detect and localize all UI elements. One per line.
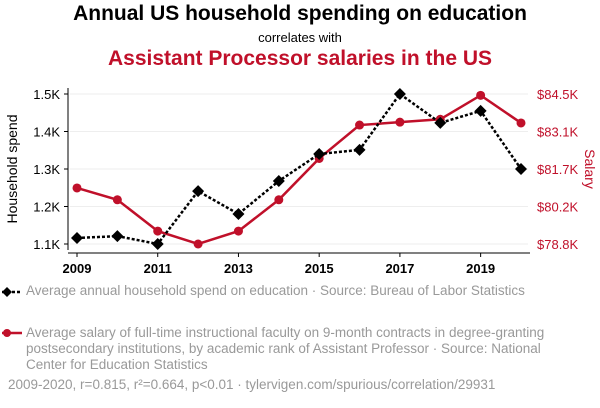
- chart-subtitle: correlates with: [258, 30, 342, 45]
- spend-point: [434, 116, 447, 129]
- y-tick-label: 1.2K: [33, 200, 60, 215]
- salary-line: [76, 93, 522, 246]
- x-tick-label: 2009: [63, 261, 92, 276]
- y2-axis-label: Salary: [582, 149, 598, 189]
- y-axis-label: Household spend: [4, 115, 20, 224]
- spend-line: [76, 92, 523, 246]
- spend-point: [313, 148, 326, 160]
- y2-tick-label: $83.1K: [537, 125, 579, 140]
- chart-title-2: Assistant Processor salaries in the US: [108, 47, 492, 70]
- y2-tick-label: $84.5K: [537, 87, 579, 102]
- x-tick-label: 2011: [144, 261, 172, 276]
- x-tick-label: 2013: [224, 261, 253, 276]
- y-tick-label: 1.4K: [33, 125, 60, 140]
- salary-point: [476, 90, 486, 100]
- x-tick-label: 2017: [385, 261, 414, 276]
- spend-point: [192, 185, 205, 198]
- legend-series-1: Average annual household spend on educat…: [26, 283, 525, 298]
- salary-point: [153, 226, 163, 236]
- legend-marker-1: [2, 287, 12, 297]
- chart-title: Annual US household spending on educatio…: [73, 2, 527, 25]
- y2-tick-label: $80.2K: [537, 200, 579, 215]
- spend-point: [111, 230, 124, 243]
- salary-point: [193, 239, 203, 249]
- y-tick-label: 1.1K: [33, 237, 60, 252]
- spend-point: [353, 143, 366, 156]
- y-tick-label: 1.5K: [33, 87, 60, 102]
- spend-point: [474, 104, 487, 117]
- legend-marker-2: [3, 329, 11, 337]
- spend-point: [515, 163, 527, 175]
- spend-point: [71, 232, 83, 244]
- salary-point: [72, 183, 82, 193]
- salary-point: [112, 195, 122, 205]
- spend-point: [393, 88, 406, 100]
- salary-point: [355, 120, 365, 130]
- spend-point: [232, 208, 245, 220]
- salary-point: [395, 117, 405, 127]
- y2-tick-label: $81.7K: [537, 162, 579, 177]
- salary-point: [233, 226, 243, 236]
- salary-point: [516, 118, 526, 128]
- y-tick-label: 1.3K: [33, 162, 60, 177]
- y2-tick-label: $78.8K: [537, 237, 579, 252]
- footer-note: 2009-2020, r=0.815, r²=0.664, p<0.01 · t…: [8, 377, 496, 392]
- spend-point: [151, 238, 164, 250]
- legend-series-2: Average salary of full-time instructiona…: [26, 325, 545, 372]
- salary-point: [274, 195, 284, 205]
- x-tick-label: 2015: [305, 261, 334, 276]
- x-tick-label: 2019: [466, 261, 495, 276]
- spend-point: [272, 175, 285, 187]
